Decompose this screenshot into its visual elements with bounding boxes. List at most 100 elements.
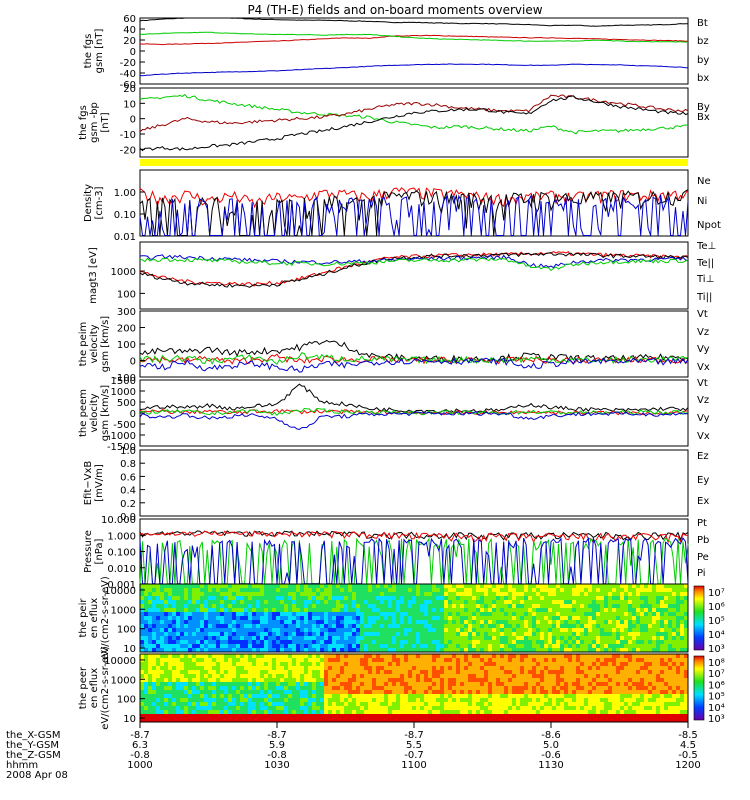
spectrogram-cell <box>684 714 689 719</box>
spectrogram-cell <box>424 648 429 653</box>
spectrogram-cell <box>640 632 645 637</box>
spectrogram-cell <box>140 636 145 641</box>
spectrogram-cell <box>476 694 481 699</box>
spectrogram-cell <box>572 612 577 617</box>
spectrogram-cell <box>148 658 153 663</box>
spectrogram-cell <box>488 674 493 679</box>
spectrogram-cell <box>392 682 397 687</box>
spectrogram-cell <box>348 608 353 613</box>
spectrogram-cell <box>500 662 505 667</box>
spectrogram-cell <box>444 588 449 593</box>
spectrogram-cell <box>556 592 561 597</box>
spectrogram-cell <box>492 636 497 641</box>
spectrogram-cell <box>480 600 485 605</box>
spectrogram-cell <box>288 682 293 687</box>
spectrogram-cell <box>412 592 417 597</box>
spectrogram-cell <box>656 592 661 597</box>
spectrogram-cell <box>188 666 193 671</box>
spectrogram-cell <box>620 678 625 683</box>
spectrogram-cell <box>144 690 149 695</box>
spectrogram-cell <box>272 608 277 613</box>
spectrogram-cell <box>576 592 581 597</box>
spectrogram-cell <box>236 674 241 679</box>
spectrogram-cell <box>312 620 317 625</box>
spectrogram-cell <box>452 628 457 633</box>
spectrogram-cell <box>144 654 149 659</box>
spectrogram-cell <box>176 648 181 653</box>
spectrogram-cell <box>244 636 249 641</box>
spectrogram-cell <box>460 670 465 675</box>
spectrogram-cell <box>432 612 437 617</box>
spectrogram-cell <box>416 682 421 687</box>
spectrogram-cell <box>536 674 541 679</box>
spectrogram-cell <box>384 662 389 667</box>
spectrogram-cell <box>564 710 569 715</box>
spectrogram-cell <box>172 588 177 593</box>
spectrogram-cell <box>192 584 197 589</box>
spectrogram-cell <box>372 600 377 605</box>
spectrogram-cell <box>312 636 317 641</box>
spectrogram-cell <box>244 690 249 695</box>
spectrogram-cell <box>472 658 477 663</box>
spectrogram-cell <box>584 666 589 671</box>
spectrogram-cell <box>608 710 613 715</box>
spectrogram-cell <box>548 686 553 691</box>
spectrogram-cell <box>432 718 437 723</box>
spectrogram-cell <box>452 682 457 687</box>
spectrogram-cell <box>548 690 553 695</box>
spectrogram-cell <box>228 636 233 641</box>
spectrogram-cell <box>412 670 417 675</box>
spectrogram-cell <box>672 644 677 649</box>
spectrogram-cell <box>424 678 429 683</box>
spectrogram-cell <box>564 706 569 711</box>
spectrogram-cell <box>176 644 181 649</box>
spectrogram-cell <box>168 714 173 719</box>
spectrogram-cell <box>224 654 229 659</box>
spectrogram-cell <box>200 654 205 659</box>
spectrogram-cell <box>240 604 245 609</box>
spectrogram-cell <box>564 600 569 605</box>
spectrogram-cell <box>240 678 245 683</box>
spectrogram-cell <box>164 718 169 723</box>
spectrogram-cell <box>676 678 681 683</box>
spectrogram-cell <box>384 666 389 671</box>
spectrogram-cell <box>328 702 333 707</box>
spectrogram-cell <box>328 592 333 597</box>
spectrogram-cell <box>516 690 521 695</box>
spectrogram-cell <box>484 600 489 605</box>
spectrogram-cell <box>224 678 229 683</box>
spectrogram-cell <box>192 604 197 609</box>
spectrogram-cell <box>352 648 357 653</box>
spectrogram-cell <box>272 714 277 719</box>
spectrogram-cell <box>660 636 665 641</box>
spectrogram-cell <box>244 608 249 613</box>
spectrogram-cell <box>320 592 325 597</box>
spectrogram-cell <box>444 624 449 629</box>
spectrogram-cell <box>424 662 429 667</box>
spectrogram-cell <box>532 624 537 629</box>
spectrogram-cell <box>352 624 357 629</box>
spectrogram-cell <box>552 694 557 699</box>
spectrogram-cell <box>528 674 533 679</box>
spectrogram-cell <box>452 644 457 649</box>
spectrogram-cell <box>292 686 297 691</box>
spectrogram-cell <box>388 600 393 605</box>
spectrogram-cell <box>208 706 213 711</box>
spectrogram-cell <box>532 608 537 613</box>
spectrogram-cell <box>324 702 329 707</box>
spectrogram-cell <box>500 592 505 597</box>
spectrogram-cell <box>208 592 213 597</box>
spectrogram-cell <box>388 596 393 601</box>
spectrogram-cell <box>460 632 465 637</box>
spectrogram-cell <box>140 596 145 601</box>
spectrogram-cell <box>640 620 645 625</box>
spectrogram-cell <box>552 666 557 671</box>
spectrogram-cell <box>376 702 381 707</box>
spectrogram-cell <box>412 702 417 707</box>
spectrogram-cell <box>336 612 341 617</box>
spectrogram-cell <box>508 640 513 645</box>
spectrogram-cell <box>448 608 453 613</box>
spectrogram-cell <box>268 632 273 637</box>
spectrogram-cell <box>540 662 545 667</box>
spectrogram-cell <box>404 584 409 589</box>
